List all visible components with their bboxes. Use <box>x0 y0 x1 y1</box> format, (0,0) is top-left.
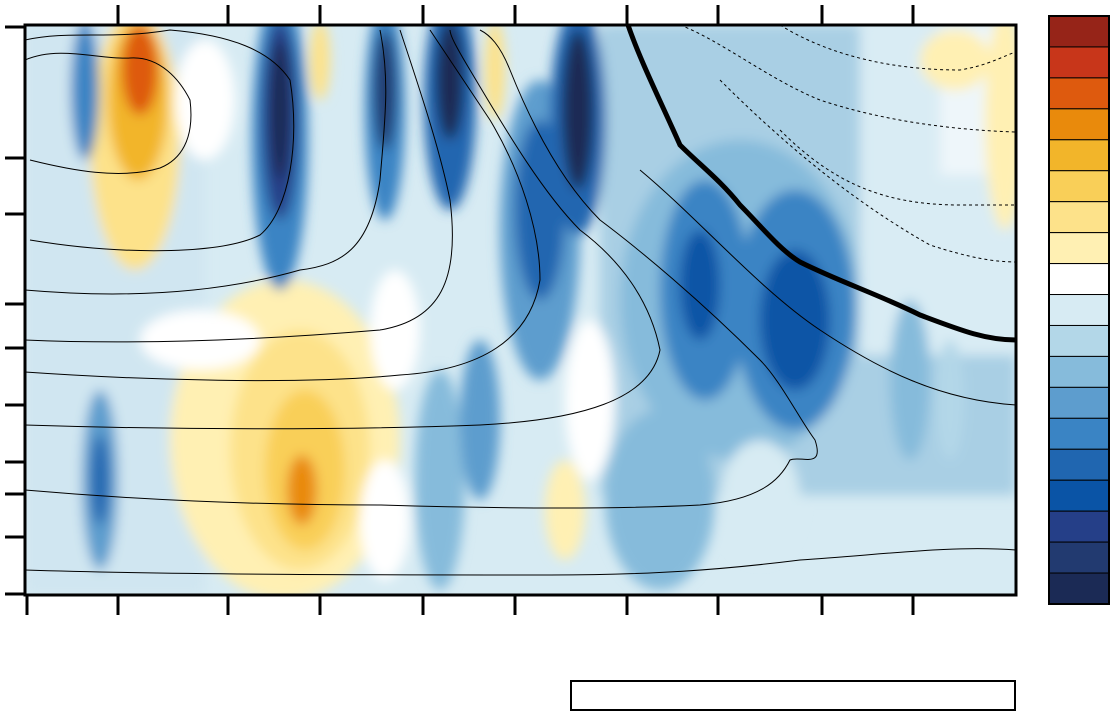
colorbar-swatch <box>1048 572 1110 605</box>
colorbar-swatch <box>1048 355 1110 388</box>
colorbar-swatch <box>1048 479 1110 512</box>
colorbar-swatch <box>1048 139 1110 172</box>
dashed-contours <box>679 25 1016 263</box>
colorbar-swatch <box>1048 324 1110 357</box>
colorbar-swatch <box>1048 386 1110 419</box>
colorbar-swatch <box>1048 448 1110 481</box>
colorbar-swatch <box>1048 108 1110 141</box>
y-axis-ticks <box>5 25 25 596</box>
x-axis-ticks-bottom <box>25 595 915 615</box>
colorbar-swatch <box>1048 15 1110 48</box>
colorbar-swatch <box>1048 46 1110 79</box>
colorbar-swatch <box>1048 294 1110 326</box>
colorbar-swatch <box>1048 417 1110 450</box>
colorbar-swatch <box>1048 510 1110 543</box>
heatmap-fill <box>25 25 1016 595</box>
contour-lines <box>25 29 1016 576</box>
colorbar-swatch <box>1048 77 1110 110</box>
colorbar-swatch <box>1048 232 1110 265</box>
colorbar-swatch <box>1048 170 1110 203</box>
colorbar-frame <box>1048 15 1110 605</box>
plot-frame <box>23 23 1018 597</box>
colorbar <box>1048 15 1110 605</box>
colorbar-swatch <box>1048 201 1110 234</box>
thick-zero-contour <box>625 25 1016 343</box>
colorbar-swatch <box>1048 541 1110 574</box>
x-axis-ticks-top <box>116 5 915 25</box>
colorbar-swatch <box>1048 263 1110 296</box>
caption-box <box>570 680 1016 711</box>
plot-area <box>25 25 1016 595</box>
